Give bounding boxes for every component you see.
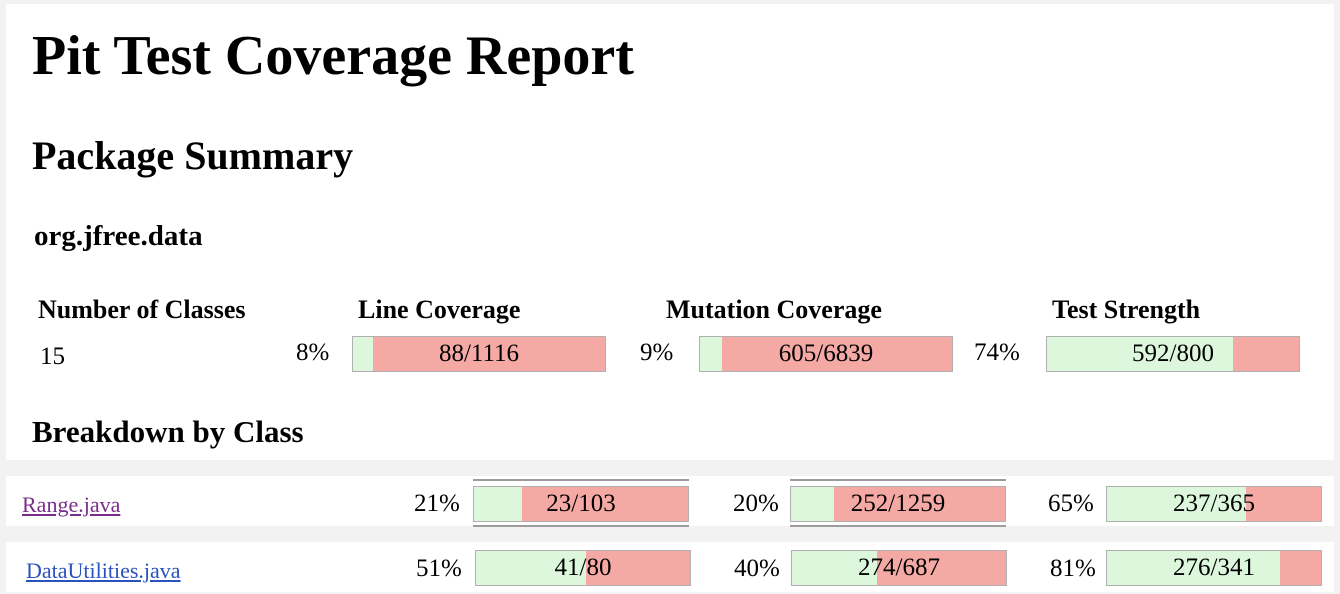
summary-mutation-pct: 9%	[640, 339, 674, 366]
covered-fill	[791, 487, 834, 521]
summary-line-bar: 88/1116	[352, 336, 606, 372]
range-mutation-bar: 252/1259	[790, 486, 1006, 522]
datautilities-mutation-pct: 40%	[734, 555, 780, 582]
range-strength-pct: 65%	[1048, 490, 1094, 517]
range-mutation-pct: 20%	[733, 490, 779, 517]
covered-fill	[792, 551, 878, 585]
range-strength-bar: 237/365	[1106, 486, 1322, 522]
divider	[473, 479, 689, 481]
datautilities-strength-bar: 276/341	[1106, 550, 1322, 586]
covered-fill	[1107, 487, 1246, 521]
number-of-classes-value: 15	[40, 343, 65, 370]
summary-strength-bar: 592/800	[1046, 336, 1300, 372]
datautilities-line-label: 41/80	[554, 554, 612, 581]
range-line-bar: 23/103	[473, 486, 689, 522]
divider	[790, 479, 1006, 481]
summary-mutation-bar: 605/6839	[699, 336, 953, 372]
header-test-strength: Test Strength	[1052, 295, 1201, 324]
covered-fill	[1107, 551, 1281, 585]
range-line-pct: 21%	[414, 490, 460, 517]
class-link-range[interactable]: Range.java	[22, 492, 121, 517]
range-strength-label: 237/365	[1173, 490, 1255, 517]
class-link-datautilities[interactable]: DataUtilities.java	[26, 558, 181, 583]
covered-fill	[353, 337, 373, 371]
summary-strength-pct: 74%	[974, 339, 1020, 366]
divider	[790, 525, 1006, 527]
covered-fill	[1047, 337, 1234, 371]
datautilities-mutation-label: 274/687	[858, 554, 940, 581]
summary-mutation-label: 605/6839	[778, 340, 874, 367]
covered-fill	[474, 487, 522, 521]
page-title: Pit Test Coverage Report	[32, 25, 634, 87]
header-number-of-classes: Number of Classes	[38, 295, 246, 324]
datautilities-strength-label: 276/341	[1173, 554, 1255, 581]
covered-fill	[476, 551, 586, 585]
breakdown-heading: Breakdown by Class	[32, 414, 304, 449]
package-name: org.jfree.data	[34, 220, 203, 252]
divider	[473, 525, 689, 527]
datautilities-line-pct: 51%	[416, 555, 462, 582]
datautilities-line-bar: 41/80	[475, 550, 691, 586]
datautilities-mutation-bar: 274/687	[791, 550, 1007, 586]
package-summary-heading: Package Summary	[32, 133, 354, 178]
summary-panel	[6, 4, 1334, 460]
summary-strength-label: 592/800	[1132, 340, 1214, 367]
datautilities-strength-pct: 81%	[1050, 555, 1096, 582]
range-mutation-label: 252/1259	[850, 490, 946, 517]
header-mutation-coverage: Mutation Coverage	[666, 295, 882, 324]
summary-line-pct: 8%	[296, 339, 330, 366]
range-line-label: 23/103	[546, 490, 616, 517]
summary-line-label: 88/1116	[438, 340, 520, 367]
covered-fill	[700, 337, 723, 371]
header-line-coverage: Line Coverage	[358, 295, 521, 324]
